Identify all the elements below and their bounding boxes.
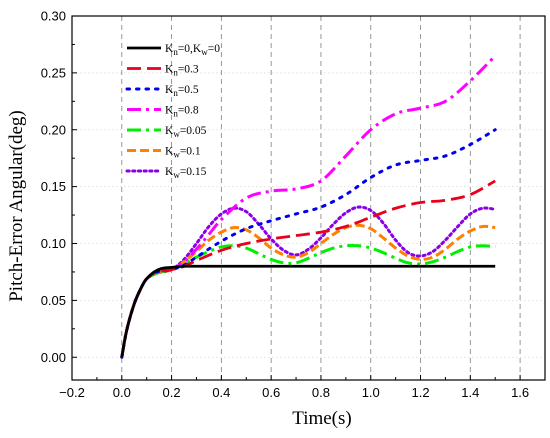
legend-label: Kn=0.5 <box>165 84 199 98</box>
y-tick-label: 0.15 <box>41 179 66 194</box>
x-tick-label: 0.2 <box>163 385 181 400</box>
x-tick-label: 0.8 <box>312 385 330 400</box>
x-tick-label: 0.6 <box>262 385 280 400</box>
series-lines <box>120 54 497 359</box>
y-tick-label: 0.30 <box>41 9 66 24</box>
y-tick-label: 0.00 <box>41 350 66 365</box>
legend-label: Kn=0.8 <box>165 105 199 119</box>
y-tick-label: 0.20 <box>41 122 66 137</box>
plot-frame <box>71 15 546 381</box>
x-tick-label: −0.2 <box>59 385 85 400</box>
x-tick-label: 0.4 <box>212 385 230 400</box>
y-axis-title: Pitch-Error Angular(deg) <box>6 110 27 302</box>
y-axis-ticks: 0.00 0.05 0.10 0.15 0.20 0.25 0.30 <box>41 9 77 365</box>
x-axis-title: Time(s) <box>292 408 351 429</box>
legend-label: Kw=0.1 <box>165 146 201 160</box>
x-tick-label: 1.4 <box>461 385 479 400</box>
legend-label: Kn=0,Kw=0 <box>165 43 220 57</box>
y-tick-label: 0.05 <box>41 293 66 308</box>
grid <box>71 15 545 380</box>
series-line-3 <box>120 54 497 358</box>
y-tick-label: 0.10 <box>41 236 66 251</box>
legend-label: Kn=0.3 <box>165 64 199 78</box>
x-tick-label: 1.0 <box>362 385 380 400</box>
x-tick-label: 0.0 <box>113 385 131 400</box>
series-line-6 <box>120 205 497 359</box>
x-tick-label: 1.2 <box>411 385 429 400</box>
legend-label: Kw=0.05 <box>165 125 207 139</box>
x-axis-ticks: −0.2 0.0 0.2 0.4 0.6 0.8 1.0 1.2 1.4 1.6 <box>59 375 546 400</box>
x-tick-label: 1.6 <box>511 385 529 400</box>
legend-label: Kw=0.15 <box>165 166 207 180</box>
series-line-4 <box>120 243 496 358</box>
series-line-0 <box>120 264 496 358</box>
legend: Kn=0,Kw=0 Kn=0.3 Kn=0.5 Kn=0.8 Kw=0.05 Kw=0.1… <box>125 43 220 180</box>
y-tick-label: 0.25 <box>41 65 66 80</box>
